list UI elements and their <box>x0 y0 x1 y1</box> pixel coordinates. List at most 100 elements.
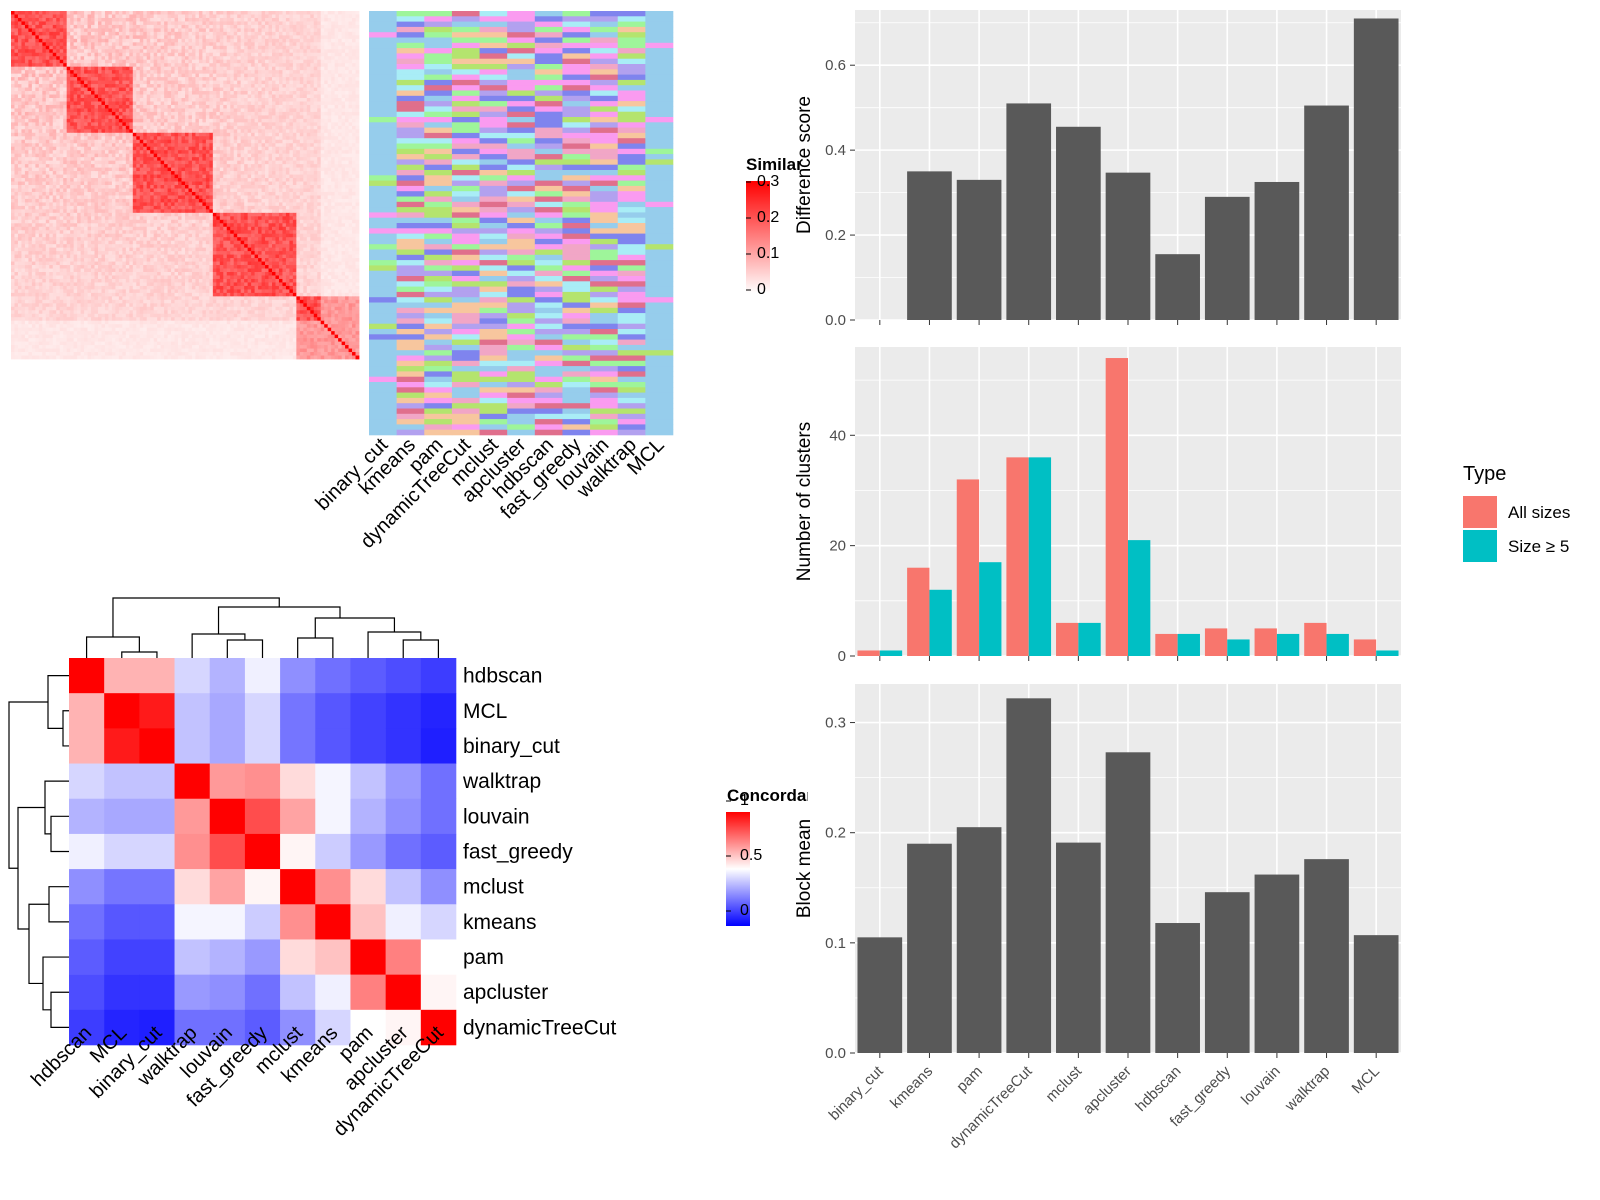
similarity-cell <box>292 70 297 75</box>
similarity-cell <box>338 160 342 165</box>
similarity-cell <box>198 91 203 95</box>
similarity-cell <box>303 171 308 175</box>
similarity-cell <box>49 17 54 22</box>
similarity-cell <box>306 42 311 47</box>
similarity-cell <box>94 87 99 92</box>
similarity-cell <box>178 52 182 57</box>
similarity-cell <box>345 153 349 158</box>
similarity-cell <box>153 139 158 144</box>
similarity-cell <box>45 38 50 43</box>
similarity-cell <box>77 108 81 113</box>
similarity-cell <box>108 171 113 175</box>
similarity-cell <box>181 101 186 106</box>
similarity-cell <box>101 174 106 179</box>
similarity-cell <box>66 129 71 134</box>
similarity-cell <box>226 104 231 109</box>
similarity-cell <box>52 160 57 165</box>
similarity-cell <box>355 24 360 29</box>
similarity-cell <box>70 28 75 33</box>
similarity-cell <box>320 160 325 165</box>
similarity-cell <box>352 59 356 64</box>
similarity-cell <box>331 38 336 43</box>
similarity-cell <box>188 70 193 75</box>
similarity-cell <box>42 94 47 99</box>
similarity-cell <box>289 157 294 162</box>
similarity-cell <box>52 104 57 109</box>
similarity-cell <box>80 45 85 50</box>
similarity-cell <box>118 45 123 50</box>
similarity-cell <box>306 87 311 92</box>
similarity-cell <box>282 181 287 186</box>
similarity-cell <box>77 129 81 134</box>
similarity-cell <box>303 94 308 99</box>
similarity-cell <box>167 91 172 95</box>
similarity-cell <box>209 73 214 78</box>
similarity-cell <box>136 122 141 127</box>
similarity-cell <box>115 101 120 106</box>
similarity-cell <box>98 66 102 71</box>
similarity-cell <box>233 66 238 71</box>
similarity-cell <box>14 84 19 88</box>
similarity-cell <box>101 70 106 75</box>
similarity-cell <box>84 38 88 43</box>
similarity-cell <box>352 115 356 120</box>
similarity-cell <box>195 118 200 123</box>
similarity-cell <box>35 45 40 50</box>
similarity-cell <box>296 87 301 92</box>
similarity-cell <box>345 14 349 19</box>
similarity-cell <box>198 94 203 99</box>
similarity-cell <box>35 73 40 78</box>
similarity-cell <box>334 146 339 151</box>
similarity-cell <box>52 150 57 155</box>
similarity-cell <box>73 174 78 179</box>
similarity-cell <box>198 49 203 54</box>
similarity-cell <box>70 59 75 64</box>
similarity-cell <box>66 31 71 36</box>
similarity-cell <box>59 21 64 26</box>
similarity-cell <box>247 11 252 15</box>
similarity-cell <box>122 35 127 40</box>
similarity-cell <box>24 139 29 144</box>
similarity-cell <box>91 63 95 68</box>
similarity-cell <box>174 108 179 113</box>
similarity-cell <box>122 115 127 120</box>
similarity-cell <box>146 94 151 99</box>
similarity-cell <box>164 115 168 120</box>
similarity-cell <box>94 122 99 127</box>
similarity-cell <box>84 108 88 113</box>
similarity-cell <box>17 146 22 151</box>
similarity-cell <box>181 164 186 168</box>
similarity-cell <box>56 84 61 88</box>
similarity-cell <box>324 45 329 50</box>
similarity-cell <box>247 49 252 54</box>
similarity-cell <box>296 21 301 26</box>
similarity-cell <box>240 11 245 15</box>
similarity-cell <box>240 104 245 109</box>
similarity-cell <box>104 160 109 165</box>
similarity-cell <box>261 94 266 99</box>
similarity-cell <box>226 111 231 116</box>
similarity-cell <box>63 122 68 127</box>
similarity-cell <box>306 174 311 179</box>
similarity-cell <box>320 129 325 134</box>
similarity-cell <box>327 84 332 88</box>
similarity-cell <box>299 139 304 144</box>
similarity-cell <box>306 73 311 78</box>
similarity-cell <box>240 87 245 92</box>
similarity-cell <box>244 132 249 137</box>
similarity-cell <box>59 66 64 71</box>
similarity-cell <box>56 73 61 78</box>
similarity-cell <box>56 178 61 182</box>
similarity-cell <box>216 111 221 116</box>
similarity-cell <box>303 139 308 144</box>
similarity-cell <box>240 28 245 33</box>
similarity-cell <box>320 167 325 172</box>
similarity-cell <box>118 115 123 120</box>
similarity-cell <box>115 171 120 175</box>
similarity-cell <box>285 164 290 168</box>
similarity-cell <box>146 70 151 75</box>
similarity-cell <box>66 80 71 85</box>
similarity-cell <box>285 174 290 179</box>
similarity-cell <box>216 49 221 54</box>
similarity-cell <box>254 167 259 172</box>
